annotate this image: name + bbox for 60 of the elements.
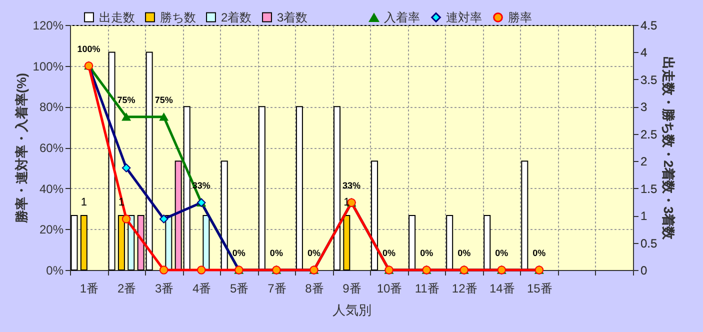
y-tick-label: 100% — [32, 59, 64, 74]
data-label: 0% — [532, 248, 546, 258]
y-tick-label: 0% — [46, 264, 64, 278]
x-tick-label: 15番 — [526, 282, 552, 296]
data-label: 75% — [154, 94, 173, 105]
x-tick-label: 1番 — [80, 282, 99, 296]
data-label: 0% — [495, 248, 508, 258]
y-axis-title: 勝率・連対率・入着率(%) — [14, 72, 29, 224]
legend-label: 入着率 — [384, 10, 420, 25]
data-label: 100% — [77, 44, 100, 54]
x-tick-label: 4番 — [192, 282, 212, 296]
data-label: 0% — [232, 248, 246, 258]
y2-tick-label: 4 — [640, 46, 648, 60]
y2-tick-label: 3 — [640, 100, 648, 114]
data-label: 0% — [307, 248, 320, 258]
x-tick-label: 3番 — [154, 282, 174, 296]
x-tick-label: 5番 — [230, 282, 249, 296]
data-label: 0% — [270, 248, 283, 258]
point — [159, 266, 168, 274]
x-tick-label: 10番 — [376, 282, 402, 296]
y2-tick-label: 3.5 — [640, 72, 658, 87]
y2-tick-label: 1.5 — [640, 182, 658, 196]
y-tick-label: 120% — [32, 18, 64, 32]
point — [122, 164, 131, 172]
x-tick-label: 9番 — [342, 282, 362, 296]
y-tick-label: 40% — [39, 182, 64, 196]
x-tick-label: 2番 — [117, 282, 136, 296]
y2-tick-label: 0.5 — [640, 236, 658, 250]
legend-label: 2着数 — [221, 10, 252, 24]
y2-tick-label: 2.5 — [640, 127, 658, 142]
point — [122, 113, 131, 121]
point — [122, 214, 131, 224]
legend-label: 連対率 — [446, 10, 482, 24]
y2-axis-title: 出走数・勝ち数・2着数・3着数 — [661, 56, 676, 241]
y-tick-label: 80% — [39, 100, 64, 114]
data-label: 0% — [458, 248, 471, 258]
legend-label: 勝率 — [508, 10, 532, 24]
legend-label: 3着数 — [277, 10, 308, 24]
data-label: 0% — [382, 248, 396, 258]
y-tick-label: 60% — [39, 141, 64, 155]
legend-label: 出走数 — [99, 10, 135, 24]
point — [159, 113, 168, 121]
x-tick-label: 12番 — [452, 282, 478, 296]
x-tick-label: 11番 — [414, 282, 440, 296]
x-axis-title: 人気別 — [332, 302, 372, 318]
legend-label: 勝ち数 — [160, 10, 196, 24]
data-label: 0% — [420, 248, 434, 258]
point — [196, 266, 206, 274]
data-label: 75% — [117, 94, 136, 105]
x-tick-label: 14番 — [489, 282, 515, 296]
y2-tick-label: 4.5 — [640, 18, 658, 32]
y-tick-label: 20% — [39, 222, 64, 237]
x-tick-label: 7番 — [268, 282, 286, 296]
data-label: 33% — [342, 180, 361, 191]
y2-tick-label: 1 — [640, 209, 648, 224]
point — [159, 214, 168, 224]
x-tick-label: 8番 — [305, 282, 324, 296]
y2-tick-label: 0 — [640, 264, 648, 278]
data-label: 1 — [80, 196, 87, 209]
y2-tick-label: 2 — [640, 154, 648, 169]
